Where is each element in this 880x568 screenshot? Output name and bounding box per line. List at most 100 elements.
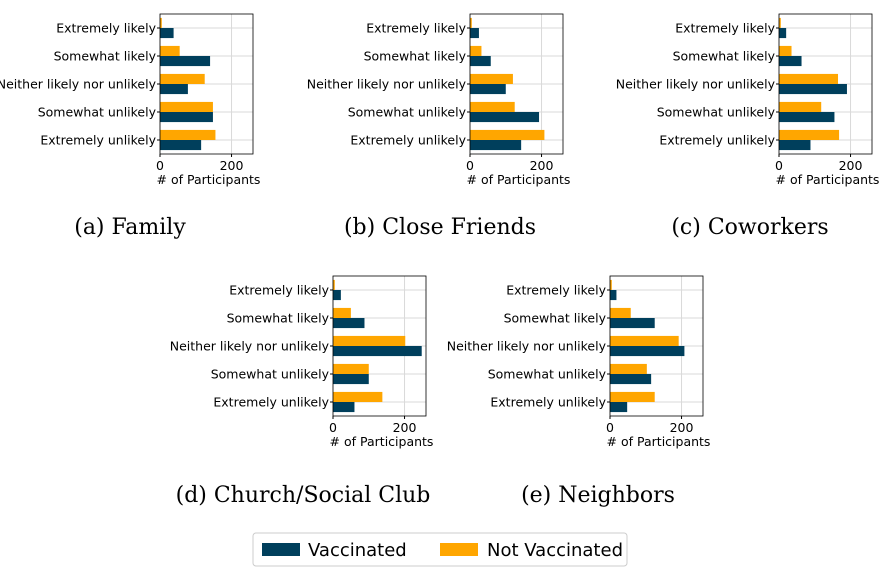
legend-label-1: Vaccinated [308, 540, 407, 561]
chart-panel-5: Extremely likely Somewhat likely Neither l… [447, 276, 711, 508]
x-tick-label: 200 [530, 158, 554, 173]
y-tick-label: Neither likely nor unlikely [307, 77, 467, 92]
legend-label-2: Not Vaccinated [487, 540, 623, 561]
y-tick-label: Somewhat unlikely [348, 105, 467, 120]
bar-not-vaccinated-3 [333, 336, 405, 346]
bar-not-vaccinated-2 [160, 46, 180, 56]
bar-vaccinated-1 [160, 28, 174, 38]
bar-vaccinated-1 [779, 28, 786, 38]
bar-not-vaccinated-3 [470, 74, 513, 84]
y-tick-label: Neither likely nor unlikely [616, 77, 776, 92]
bar-vaccinated-2 [333, 318, 364, 328]
bar-vaccinated-5 [779, 140, 810, 150]
bar-vaccinated-4 [333, 374, 369, 384]
bar-vaccinated-3 [610, 346, 684, 356]
y-tick-label: Somewhat likely [364, 49, 467, 64]
bar-not-vaccinated-4 [779, 102, 821, 112]
y-tick-label: Extremely likely [229, 283, 329, 298]
bar-not-vaccinated-5 [333, 392, 382, 402]
y-tick-label: Somewhat unlikely [211, 367, 330, 382]
bar-not-vaccinated-2 [333, 308, 351, 318]
y-tick-label: Extremely likely [56, 21, 156, 36]
bar-vaccinated-1 [333, 290, 341, 300]
bar-vaccinated-3 [779, 84, 847, 94]
y-tick-label: Somewhat likely [504, 311, 607, 326]
y-tick-label: Extremely unlikely [490, 395, 606, 410]
x-tick-label: 0 [329, 420, 337, 435]
legend: Vaccinated Not Vaccinated [253, 533, 627, 566]
bar-not-vaccinated-2 [470, 46, 481, 56]
x-axis-label: # of Participants [607, 434, 711, 449]
chart-panel-1: Extremely likely Somewhat likely Neither l… [0, 14, 260, 240]
bar-vaccinated-3 [160, 84, 188, 94]
bar-not-vaccinated-2 [610, 308, 631, 318]
y-tick-label: Extremely likely [675, 21, 775, 36]
chart-panel-2: Extremely likely Somewhat likely Neither l… [307, 14, 571, 240]
panel-caption: (b) Close Friends [344, 215, 536, 240]
bar-vaccinated-4 [470, 112, 539, 122]
chart-panel-4: Extremely likely Somewhat likely Neither l… [170, 276, 434, 508]
bar-not-vaccinated-5 [160, 130, 215, 140]
bar-not-vaccinated-4 [470, 102, 515, 112]
bar-vaccinated-1 [610, 290, 616, 300]
panel-caption: (a) Family [74, 215, 186, 240]
x-axis-label: # of Participants [776, 172, 880, 187]
bar-vaccinated-2 [470, 56, 491, 66]
x-tick-label: 200 [220, 158, 244, 173]
x-tick-label: 0 [775, 158, 783, 173]
x-axis-label: # of Participants [157, 172, 261, 187]
x-tick-label: 200 [670, 420, 694, 435]
bar-not-vaccinated-2 [779, 46, 792, 56]
y-tick-label: Somewhat likely [227, 311, 330, 326]
x-axis-label: # of Participants [330, 434, 434, 449]
bar-vaccinated-2 [160, 56, 210, 66]
chart-panels: Extremely likely Somewhat likely Neither l… [0, 14, 879, 508]
bar-not-vaccinated-3 [779, 74, 838, 84]
bar-not-vaccinated-4 [610, 364, 647, 374]
bar-not-vaccinated-5 [610, 392, 655, 402]
bar-vaccinated-3 [333, 346, 422, 356]
bar-vaccinated-5 [470, 140, 521, 150]
y-tick-label: Extremely unlikely [213, 395, 329, 410]
y-tick-label: Somewhat unlikely [488, 367, 607, 382]
panel-caption: (e) Neighbors [521, 483, 675, 508]
y-tick-label: Neither likely nor unlikely [0, 77, 157, 92]
y-tick-label: Extremely likely [366, 21, 466, 36]
legend-swatch-2 [440, 543, 478, 556]
y-tick-label: Extremely unlikely [350, 133, 466, 148]
x-tick-label: 200 [393, 420, 417, 435]
y-tick-label: Somewhat unlikely [38, 105, 157, 120]
y-tick-label: Extremely unlikely [40, 133, 156, 148]
bar-vaccinated-2 [779, 56, 802, 66]
bar-vaccinated-1 [470, 28, 479, 38]
y-tick-label: Somewhat likely [673, 49, 776, 64]
bar-vaccinated-5 [333, 402, 354, 412]
x-axis-label: # of Participants [467, 172, 571, 187]
y-tick-label: Neither likely nor unlikely [447, 339, 607, 354]
bar-not-vaccinated-4 [160, 102, 213, 112]
bar-vaccinated-5 [610, 402, 627, 412]
bar-vaccinated-4 [160, 112, 213, 122]
y-tick-label: Extremely unlikely [659, 133, 775, 148]
y-tick-label: Neither likely nor unlikely [170, 339, 330, 354]
y-tick-label: Somewhat likely [54, 49, 157, 64]
bar-vaccinated-2 [610, 318, 655, 328]
x-tick-label: 0 [156, 158, 164, 173]
x-tick-label: 0 [466, 158, 474, 173]
bar-not-vaccinated-4 [333, 364, 369, 374]
bar-not-vaccinated-5 [779, 130, 839, 140]
legend-swatch-1 [262, 543, 300, 556]
bar-not-vaccinated-5 [470, 130, 544, 140]
bar-not-vaccinated-3 [160, 74, 205, 84]
bar-vaccinated-3 [470, 84, 506, 94]
x-tick-label: 200 [839, 158, 863, 173]
panel-caption: (c) Coworkers [671, 215, 828, 240]
y-tick-label: Somewhat unlikely [657, 105, 776, 120]
bar-vaccinated-4 [779, 112, 834, 122]
bar-vaccinated-4 [610, 374, 651, 384]
chart-panel-3: Extremely likely Somewhat likely Neither l… [616, 14, 880, 240]
panel-caption: (d) Church/Social Club [176, 483, 431, 508]
bar-vaccinated-5 [160, 140, 201, 150]
y-tick-label: Extremely likely [506, 283, 606, 298]
